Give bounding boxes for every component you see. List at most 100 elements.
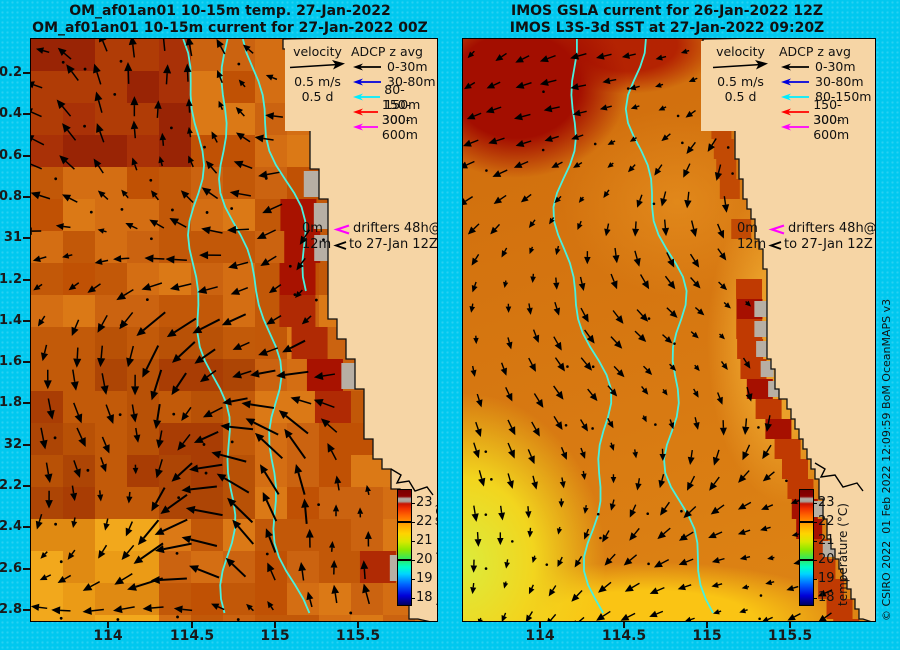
x-tick — [706, 622, 708, 628]
drifters-line-12m: 12m to 27-Jan 12Z — [737, 237, 875, 253]
adcp-arrow-80-150m-icon — [781, 93, 809, 100]
adcp-depth-label: 0-30m — [815, 59, 856, 74]
y-tick-label: 2.8 — [0, 601, 22, 617]
y-tick-label: 0.2 — [0, 65, 22, 80]
velocity-speed: 0.5 m/s — [294, 74, 341, 89]
adcp-legend-title: ADCP z avg — [351, 44, 423, 59]
adcp-depth-label: 80-150m — [384, 81, 421, 112]
colorbar-contour-mark — [398, 559, 411, 562]
drifters-date-text: to 27-Jan 12Z — [784, 237, 873, 252]
adcp-arrow-300-600m-icon — [781, 123, 809, 130]
x-tick-label: 114.5 — [601, 628, 647, 644]
left-map-panel[interactable]: velocity 0.5 m/s 0.5 d ADCP z avg 0-30m … — [30, 38, 438, 622]
x-tick — [357, 622, 359, 628]
adcp-legend-row: 30-80m — [351, 74, 436, 89]
y-tick — [23, 72, 30, 74]
drifter-arrow-black-icon — [768, 240, 782, 250]
drifters-line-0m: 0m drifters 48h@12h — [737, 221, 875, 237]
y-tick-label: 0.6 — [0, 147, 22, 163]
y-tick — [23, 278, 30, 281]
adcp-legend-row: 150-300m — [779, 97, 874, 127]
velocity-adcp-legend: velocity 0.5 m/s 0.5 d ADCP z avg 0-30m … — [285, 41, 436, 142]
colorbar-tick-label: 18 — [416, 590, 433, 606]
x-tick-label: 114 — [93, 628, 123, 644]
adcp-legend-row: 300-600m — [351, 112, 436, 142]
colorbar-gradient — [799, 489, 814, 606]
colorbar-tick-label: 20 — [416, 552, 433, 568]
y-tick — [23, 608, 30, 611]
adcp-legend-row: 300-600m — [779, 112, 874, 142]
colorbar-tick-label: 19 — [818, 571, 835, 587]
y-tick-label: 1.4 — [0, 312, 22, 328]
x-tick — [191, 622, 193, 628]
y-tick-label: 1.6 — [0, 354, 22, 370]
colorbar-tick — [411, 502, 415, 505]
drifter-arrow-black-icon — [333, 240, 347, 250]
adcp-arrow-150-300m-icon — [353, 108, 378, 115]
right-map-panel[interactable]: velocity 0.5 m/s 0.5 d ADCP z avg 0-30m … — [462, 38, 876, 622]
drifter-depth-12m: 12m — [737, 237, 767, 252]
adcp-arrow-30-80m-icon — [353, 78, 381, 85]
velocity-label: velocity — [293, 44, 342, 59]
y-tick — [23, 154, 30, 157]
adcp-legend-row: 80-150m — [779, 89, 874, 104]
x-tick-label: 115 — [692, 628, 722, 644]
y-tick-label: 2.4 — [0, 519, 22, 535]
velocity-scale-arrow-icon — [289, 60, 345, 70]
y-tick — [23, 361, 30, 364]
velocity-label: velocity — [716, 44, 765, 59]
x-tick — [539, 622, 541, 628]
left-title-line1: OM_af01an01 10-15m temp. 27-Jan-2022 — [69, 3, 391, 19]
colorbar-tick — [813, 521, 817, 524]
drifter-depth-0m: 0m — [302, 221, 323, 236]
left-panel-title: OM_af01an01 10-15m temp. 27-Jan-2022 OM_… — [22, 3, 438, 36]
y-tick — [23, 526, 30, 529]
y-tick — [23, 567, 30, 570]
colorbar-tick-label: 21 — [818, 533, 835, 549]
x-tick-label: 115 — [260, 628, 290, 644]
colorbar-tick-label: 20 — [818, 552, 835, 568]
velocity-speed: 0.5 m/s — [717, 74, 764, 89]
right-title-line2: IMOS L3S-3d SST at 27-Jan-2022 09:20Z — [509, 19, 825, 36]
copyright-attribution: © CSIRO 2022 01 Feb 2022 12:09:59 BoM Oc… — [880, 298, 893, 621]
adcp-depth-label: 30-80m — [815, 74, 864, 89]
velocity-scale: velocity 0.5 m/s 0.5 d — [286, 44, 349, 104]
y-tick-label: 0.8 — [0, 188, 22, 204]
x-tick — [789, 622, 791, 628]
adcp-legend-row: 0-30m — [351, 59, 436, 74]
drifters-text: drifters 48h@12h — [353, 221, 437, 236]
colorbar-tick — [813, 559, 817, 562]
adcp-arrow-300-600m-icon — [353, 123, 378, 130]
colorbar-contour-mark — [800, 559, 813, 562]
adcp-depth-label: 300-600m — [813, 111, 850, 142]
adcp-arrow-0-30m-icon — [353, 63, 381, 70]
drifters-annotation: 0m drifters 48h@12h 12m to 27-Jan 12Z — [737, 221, 875, 253]
colorbar-tick — [411, 597, 415, 600]
y-tick-label: 2.6 — [0, 560, 22, 576]
y-tick — [23, 195, 30, 198]
y-tick — [23, 237, 30, 240]
drifters-line-12m: 12m to 27-Jan 12Z — [302, 237, 438, 253]
colorbar-tick — [813, 540, 817, 543]
y-tick — [23, 402, 30, 405]
drifters-date-text: to 27-Jan 12Z — [349, 237, 438, 252]
y-tick-label: 32 — [3, 436, 22, 452]
drifter-arrow-magenta-icon — [333, 223, 350, 235]
adcp-arrow-80-150m-icon — [353, 93, 381, 100]
adcp-depth-label: 300-600m — [381, 111, 418, 142]
velocity-scale-arrow-icon — [712, 60, 768, 70]
adcp-legend-row: 150-300m — [351, 97, 436, 127]
x-tick-label: 115.5 — [767, 628, 813, 644]
adcp-depth-label: 150-300m — [813, 96, 850, 127]
colorbar-gradient — [397, 489, 412, 606]
y-tick-label: 0.4 — [0, 106, 22, 122]
drifter-depth-0m: 0m — [737, 221, 758, 236]
colorbar-tick-label: 23 — [818, 495, 835, 511]
colorbar-tick — [813, 578, 817, 581]
colorbar-tick-label: 23 — [416, 495, 433, 511]
colorbar-tick-label: 21 — [416, 533, 433, 549]
adcp-depth-label: 0-30m — [387, 59, 428, 74]
y-tick — [23, 485, 30, 487]
drifters-line-0m: 0m drifters 48h@12h — [302, 221, 437, 237]
